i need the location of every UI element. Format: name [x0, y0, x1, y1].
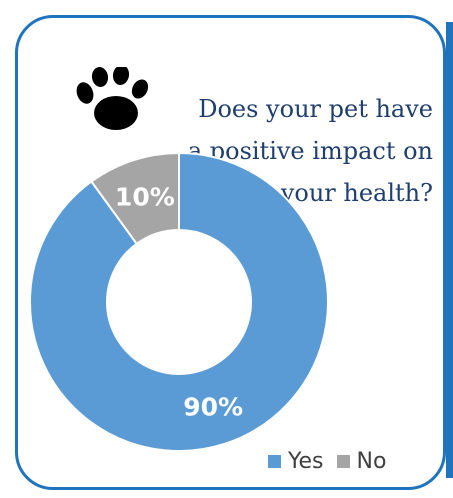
data-label-yes: 90%	[183, 393, 243, 422]
background-edge	[446, 22, 453, 478]
legend-swatch-yes	[268, 454, 281, 468]
chart-title: Does your pet have a positive impact on …	[133, 88, 433, 214]
legend-swatch-no	[336, 454, 350, 468]
title-line-2: a positive impact on	[187, 137, 433, 166]
legend-item-yes: Yes	[268, 449, 324, 474]
slice-yes	[29, 151, 329, 452]
title-line-1: Does your pet have	[198, 95, 433, 124]
legend: Yes No	[268, 446, 399, 476]
legend-label-yes: Yes	[288, 448, 324, 474]
card-frame	[15, 15, 446, 490]
title-line-3: your health?	[280, 179, 433, 208]
legend-label-no: No	[356, 448, 387, 474]
paw-icon	[76, 67, 149, 130]
legend-item-no: No	[336, 448, 387, 474]
data-label-no: 10%	[115, 182, 175, 211]
slice-no	[90, 151, 180, 246]
